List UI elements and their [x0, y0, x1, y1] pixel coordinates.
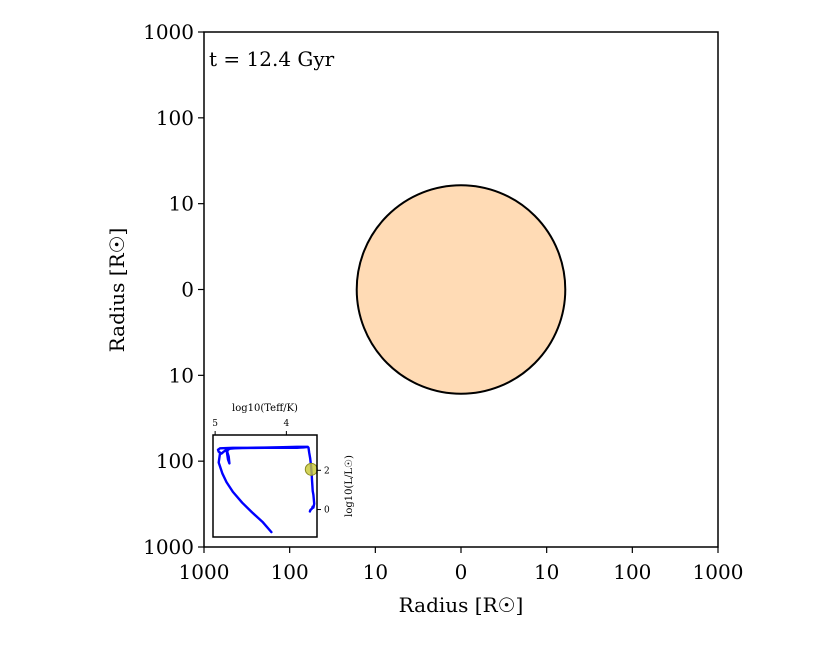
evolution-tracks [216, 445, 316, 534]
inset-x-label: log10(Teff/K) [232, 403, 298, 414]
inset-frame [212, 434, 318, 538]
main-plot: 1000 100 10 0 10 100 1000 1000100100101001000 … [105, 20, 743, 617]
inset-y-tick-label: 2 [324, 466, 330, 476]
inset-y-ticks: 20 [317, 466, 330, 516]
time-annotation: t = 12.4 Gyr [209, 47, 335, 71]
evolution-track [217, 451, 273, 534]
y-tick-label: 100 [156, 106, 194, 130]
y-tick-label: 10 [169, 192, 194, 216]
x-tick-label: 10 [534, 560, 559, 584]
y-tick-label: 1000 [143, 535, 194, 559]
x-tick-label: 100 [613, 560, 651, 584]
x-tick-label: 100 [271, 560, 309, 584]
x-tick-label: 1000 [693, 560, 744, 584]
x-axis-label: Radius [R☉] [399, 593, 524, 617]
y-tick-label: 1000 [143, 20, 194, 44]
current-position-marker [304, 462, 318, 476]
x-tick-label: 0 [455, 560, 468, 584]
y-tick-label: 100 [156, 449, 194, 473]
y-tick-label: 10 [169, 363, 194, 387]
evolution-track [216, 445, 316, 513]
x-axis-ticks: 1000 100 10 0 10 100 1000 [179, 547, 744, 584]
inset-x-tick-label: 5 [212, 419, 218, 429]
inset-y-tick-label: 0 [324, 506, 330, 516]
x-tick-label: 10 [363, 560, 388, 584]
inset-y-label: log10(L/L☉) [344, 455, 355, 517]
star-circle [355, 184, 567, 395]
x-tick-label: 1000 [179, 560, 230, 584]
y-axis-label: Radius [R☉] [105, 228, 129, 353]
inset-x-tick-label: 4 [284, 419, 290, 429]
y-tick-label: 0 [181, 278, 194, 302]
